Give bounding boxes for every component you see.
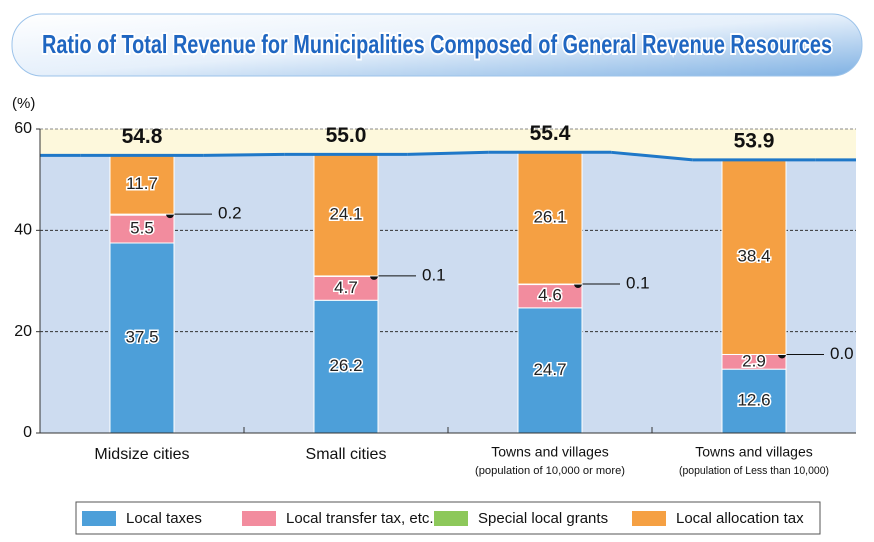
title-banner xyxy=(11,13,863,77)
data-label: 38.4 xyxy=(737,247,770,266)
y-tick-label: 0 xyxy=(23,424,32,441)
data-label: 2.9 xyxy=(742,351,766,370)
x-tick-note: (population of 10,000 or more) xyxy=(475,465,625,477)
x-tick-label: Towns and villages xyxy=(491,444,609,460)
data-label: 24.7 xyxy=(533,360,566,379)
legend-label: Special local grants xyxy=(478,510,608,527)
plot-background xyxy=(40,129,856,433)
data-label: 0.1 xyxy=(626,274,650,293)
legend-label: Local allocation tax xyxy=(676,510,804,527)
bar-segment xyxy=(313,153,379,277)
legend-swatch xyxy=(82,511,116,526)
data-label: 4.7 xyxy=(334,278,358,297)
total-label: 53.9 xyxy=(734,129,775,152)
y-tick-label: 40 xyxy=(14,222,32,239)
data-label: 5.5 xyxy=(130,219,154,238)
total-label: 55.0 xyxy=(326,124,367,147)
y-unit: (%) xyxy=(12,95,35,112)
x-tick-label: Midsize cities xyxy=(94,446,189,463)
total-label: 55.4 xyxy=(530,122,571,145)
bar-segment xyxy=(517,151,583,285)
bar-segment xyxy=(313,299,379,434)
total-connector xyxy=(407,150,489,156)
total-connector xyxy=(203,152,285,157)
data-label: 0.2 xyxy=(218,204,242,223)
bar-segment xyxy=(109,214,175,244)
total-connector xyxy=(611,150,693,162)
data-label: 26.1 xyxy=(533,207,566,226)
bar-segment xyxy=(109,154,175,215)
legend-swatch xyxy=(242,511,276,526)
data-label: 0.1 xyxy=(422,265,446,284)
bar-segment xyxy=(721,159,787,355)
y-tick-label: 20 xyxy=(14,323,32,340)
legend-swatch xyxy=(632,511,666,526)
data-label: 24.1 xyxy=(329,204,362,223)
x-tick-note: (population of Less than 10,000) xyxy=(679,465,829,477)
data-label: 4.6 xyxy=(538,286,562,305)
legend-swatch xyxy=(434,511,468,526)
x-tick-label: Towns and villages xyxy=(695,444,813,460)
data-label: 11.7 xyxy=(126,174,158,193)
data-label: 26.2 xyxy=(329,356,362,375)
data-label: 0.0 xyxy=(830,344,854,363)
y-tick-label: 60 xyxy=(14,120,32,137)
total-label: 54.8 xyxy=(122,125,163,148)
data-label: 12.6 xyxy=(737,391,770,410)
legend-label: Local taxes xyxy=(126,510,202,527)
above-total-area xyxy=(40,129,856,160)
legend-label: Local transfer tax, etc. xyxy=(286,510,434,527)
data-label: 37.5 xyxy=(125,327,158,346)
x-tick-label: Small cities xyxy=(306,446,387,463)
chart-title: Ratio of Total Revenue for Municipalitie… xyxy=(42,29,832,59)
